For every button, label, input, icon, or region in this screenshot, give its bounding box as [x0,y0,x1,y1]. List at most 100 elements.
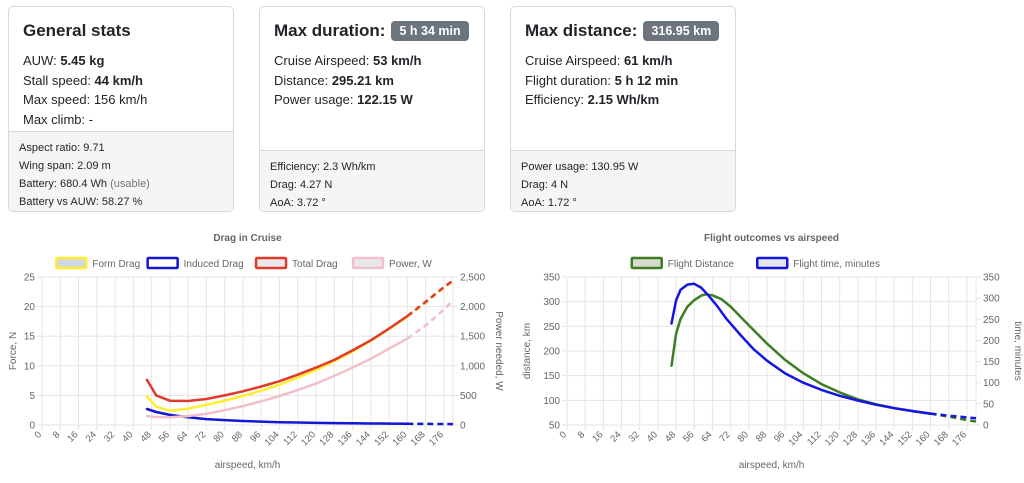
y2-tick-label: 1,000 [460,361,485,372]
legend-swatch [353,258,383,268]
y-tick-label: 200 [543,347,560,358]
x-tick-label: 144 [877,429,896,448]
legend-swatch [148,258,178,268]
duration-footer-line: Efficiency: 2.3 Wh/km [270,158,474,176]
x-tick-label: 144 [354,429,373,448]
y-tick-label: 10 [24,361,36,372]
y-tick-label: 25 [24,273,36,284]
x-tick-label: 176 [950,429,969,448]
general-line-label: Max climb: [23,112,89,127]
distance-footer-line: Drag: 4 N [521,176,725,194]
y-tick-label: 15 [24,332,36,343]
series-line-dashed-flight-distance [931,414,976,422]
y2-tick-label: 0 [460,421,466,432]
legend-label: Power, W [389,259,432,270]
y2-tick-label: 100 [983,378,1000,389]
duration-line: Power usage: 122.15 W [274,90,470,110]
general-footer-text: Wing span: 2.09 m [19,160,111,172]
general-line-value: 44 km/h [95,73,143,88]
y2-tick-label: 2,500 [460,273,485,284]
x-tick-label: 160 [390,429,409,448]
x-tick-label: 112 [805,429,823,447]
x-tick-label: 56 [681,429,696,444]
max-distance-title: Max distance: 316.95 km [525,19,721,43]
general-footer-line: Wing span: 2.09 m [19,157,223,175]
x-tick-label: 136 [859,429,878,448]
duration-footer-text: Drag: 4.27 N [270,179,332,191]
x-tick-label: 24 [84,429,99,444]
x-tick-label: 32 [627,429,642,444]
max-duration-footer: Efficiency: 2.3 Wh/km Drag: 4.27 N AoA: 3.… [260,150,484,211]
x-tick-label: 96 [248,429,263,444]
distance-line: Cruise Airspeed: 61 km/h [525,51,721,71]
max-duration-badge: 5 h 34 min [391,21,468,41]
y-tick-label: 50 [549,421,561,432]
general-footer-text: Aspect ratio: 9.71 [19,142,105,154]
x-tick-label: 72 [193,429,208,444]
legend-swatch [56,258,86,268]
y-tick-label: 100 [543,396,560,407]
x-tick-label: 136 [336,429,355,448]
y-tick-label: 150 [543,371,560,382]
series-line-flight-time-minutes [672,284,931,414]
distance-footer-text: AoA: 1.72 ° [521,197,577,209]
x-tick-label: 64 [175,429,190,444]
x-tick-label: 40 [645,429,660,444]
y2-tick-label: 300 [983,294,1000,305]
distance-line-label: Efficiency: [525,92,588,107]
distance-footer-text: Drag: 4 N [521,179,568,191]
duration-footer-line: Drag: 4.27 N [270,176,474,194]
duration-line: Distance: 295.21 km [274,71,470,91]
x-tick-label: 24 [608,429,623,444]
x-tick-label: 48 [138,429,153,444]
x-tick-label: 64 [699,429,714,444]
distance-line-label: Flight duration: [525,73,615,88]
duration-footer-text: AoA: 3.72 ° [270,197,326,209]
distance-line-label: Cruise Airspeed: [525,53,624,68]
general-line-value: 5.45 kg [60,53,104,68]
y2-tick-label: 0 [983,421,989,432]
x-tick-label: 8 [51,429,63,441]
general-footer-line: Battery: 680.4 Wh (usable) [19,175,223,193]
legend-swatch [757,258,787,268]
legend-label: Flight Distance [668,259,735,270]
x-tick-label: 80 [736,429,751,444]
y2-tick-label: 350 [983,273,1000,284]
chart-title: Drag in Cruise [213,233,282,244]
x-tick-label: 152 [896,429,915,448]
x-tick-label: 88 [230,429,245,444]
general-line-value: - [89,112,93,127]
duration-line-value: 122.15 W [357,92,413,107]
x-tick-label: 40 [120,429,135,444]
y2-tick-label: 150 [983,357,1000,368]
y-axis-label: distance, km [522,323,533,379]
y-tick-label: 300 [543,297,560,308]
duration-footer-text: Efficiency: 2.3 Wh/km [270,161,376,173]
series-line-dashed-form-drag [407,281,453,317]
general-stats-title: General stats [23,19,219,43]
y-tick-label: 350 [543,273,560,284]
x-tick-label: 8 [576,429,588,441]
x-tick-label: 16 [590,429,605,444]
legend-swatch [256,258,286,268]
x-tick-label: 56 [157,429,172,444]
x-tick-label: 104 [263,429,282,448]
duration-footer-line: AoA: 3.72 ° [270,194,474,212]
legend-label: Flight time, minutes [793,259,880,270]
general-line: AUW: 5.45 kg [23,51,219,71]
x-tick-label: 128 [841,429,860,448]
y2-tick-label: 250 [983,315,1000,326]
general-footer-note: (usable) [107,178,150,190]
x-tick-label: 16 [65,429,80,444]
general-line: Max climb: - [23,110,219,130]
x-tick-label: 168 [409,429,428,448]
max-distance-card: Max distance: 316.95 km Cruise Airspeed:… [510,6,736,212]
general-line: Stall speed: 44 km/h [23,71,219,91]
y-tick-label: 20 [24,302,36,313]
general-line-label: AUW: [23,53,60,68]
